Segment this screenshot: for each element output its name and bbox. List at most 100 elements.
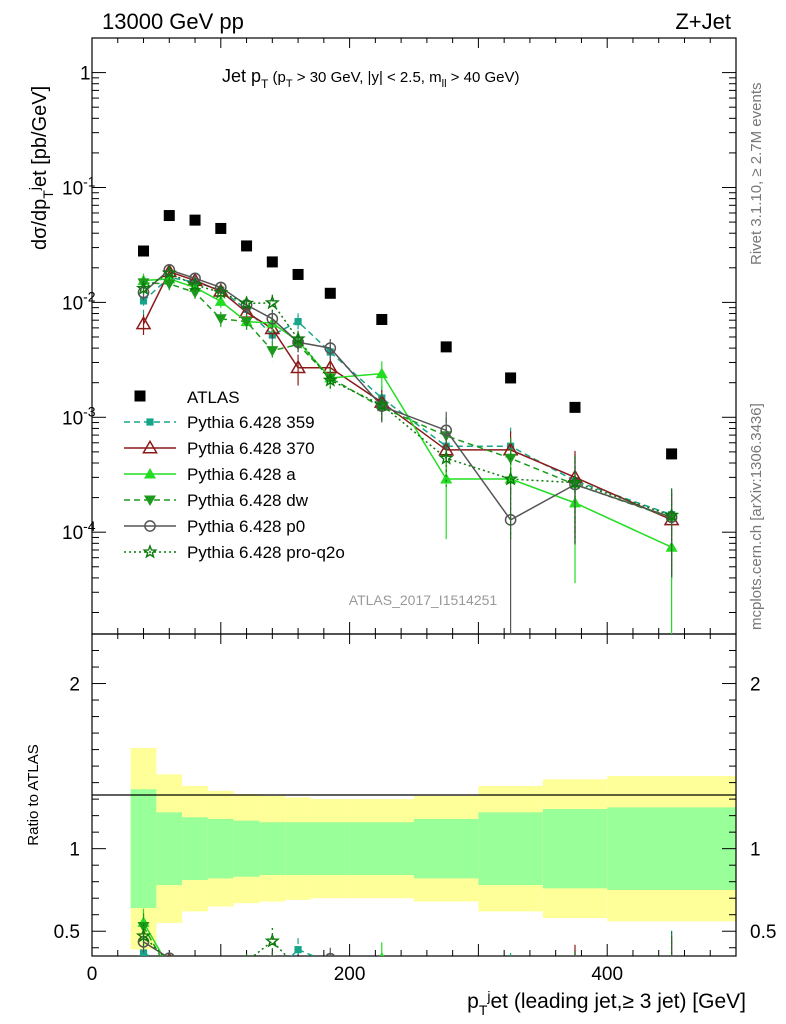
ratio-point	[269, 972, 276, 979]
ratio-point	[569, 974, 581, 985]
ratio-point	[216, 958, 226, 968]
series-point	[189, 272, 201, 285]
ratio-band-green	[414, 818, 479, 879]
ratio-band-green	[478, 812, 543, 885]
legend-marker	[142, 544, 158, 559]
legend: ATLAS Pythia 6.428 359 Pythia 6.428 370 Pyt…	[124, 388, 345, 562]
ratio-point	[292, 969, 304, 980]
ratio-point	[215, 982, 227, 993]
series-point	[266, 346, 279, 357]
ratio-band-green	[233, 820, 260, 877]
ratio-point	[188, 958, 201, 969]
ratio-point	[665, 963, 678, 974]
series-point	[264, 320, 281, 335]
atlas-data-point	[215, 222, 227, 234]
ratio-tick-label: 2	[750, 675, 761, 696]
ratio-point	[137, 922, 150, 933]
ratio-point	[189, 963, 200, 974]
ratio-point	[378, 976, 385, 983]
ratio-point	[292, 963, 303, 974]
ratio-point	[137, 969, 150, 980]
series-point	[440, 473, 453, 484]
plot-title: Jet pT (pT > 30 GeV, |y| < 2.5, mll > 40…	[222, 66, 519, 91]
header-right: Z+Jet	[675, 9, 731, 34]
ratio-point	[507, 968, 514, 975]
series-point	[290, 359, 306, 374]
atlas-data-point	[138, 245, 150, 257]
legend-label: Pythia 6.428 359	[187, 413, 315, 432]
ratio-point	[135, 927, 152, 943]
ratio-point	[189, 965, 201, 976]
ratio-point	[215, 970, 227, 981]
ratio-point	[668, 961, 675, 968]
legend-label: Pythia 6.428 p0	[187, 517, 305, 536]
legend-marker	[142, 439, 158, 454]
ratio-point	[189, 971, 201, 982]
series-point	[214, 295, 227, 306]
ratio-point	[241, 958, 251, 968]
ratio-point	[163, 961, 175, 972]
series-point	[240, 299, 253, 311]
series-point	[214, 314, 227, 325]
x-axis-label: pTjet (leading jet,≥ 3 jet) [GeV]	[467, 988, 746, 1018]
series-point	[663, 507, 680, 522]
axis-ticks: 0 200 400 1 10-1 10-2 10-3 10-4 0.5 0.5 1 1 2 2	[54, 37, 776, 985]
series-point	[440, 424, 453, 437]
ratio-series-5	[135, 924, 673, 974]
ratio-point	[191, 963, 198, 970]
series-point	[324, 342, 337, 354]
ratio-tick-label: 1	[750, 840, 761, 861]
legend-marker	[144, 495, 156, 506]
series-5	[135, 265, 680, 576]
ratio-band-green	[207, 818, 234, 879]
series-point	[294, 318, 302, 326]
ratio-point	[440, 986, 453, 997]
ratio-point	[168, 953, 171, 956]
ratio-point	[266, 959, 278, 970]
ratio-point	[215, 962, 226, 973]
ratio-point	[568, 967, 581, 978]
atlas-data-point	[266, 256, 278, 268]
ratio-band-green	[310, 822, 350, 876]
ratio-point	[666, 964, 678, 975]
atlas-data-point	[292, 268, 304, 280]
series-point	[189, 287, 202, 299]
ratio-point	[325, 952, 336, 956]
atlas-data-point	[241, 240, 253, 252]
ratio-band-green	[182, 817, 208, 881]
x-tick-label: 200	[334, 964, 366, 985]
analysis-label: ATLAS_2017_I1514251	[349, 592, 498, 608]
ratio-point	[293, 966, 303, 976]
ratio-tick-label: 0.5	[54, 922, 80, 943]
series-point	[569, 478, 581, 491]
ratio-point	[291, 982, 304, 993]
series-point	[161, 265, 177, 280]
ratio-point	[243, 964, 250, 971]
series-point	[240, 317, 253, 328]
ratio-point	[294, 946, 302, 954]
ratio-series	[135, 908, 678, 997]
series-point	[135, 280, 152, 296]
ratio-point	[443, 988, 450, 995]
series-point	[187, 276, 203, 292]
ratio-point	[139, 949, 148, 956]
x-tick-label: 400	[591, 964, 623, 985]
series-point	[290, 331, 306, 346]
x-tick-label: 0	[87, 964, 98, 985]
ratio-bands	[130, 747, 736, 950]
ratio-point	[571, 972, 578, 979]
header-left: 13000 GeV pp	[102, 9, 244, 34]
ratio-point	[379, 951, 385, 956]
ratio-band-green	[542, 809, 608, 889]
atlas-data-point	[189, 214, 201, 226]
series-point	[665, 511, 678, 524]
y-tick-label: 10-2	[62, 288, 96, 314]
ratio-point	[440, 982, 452, 993]
series-point	[213, 284, 229, 299]
series-point	[374, 396, 390, 412]
legend-label: ATLAS	[187, 388, 240, 407]
series-point	[163, 279, 176, 290]
ratio-band-green	[156, 812, 183, 885]
ratio-band-green	[349, 822, 414, 876]
